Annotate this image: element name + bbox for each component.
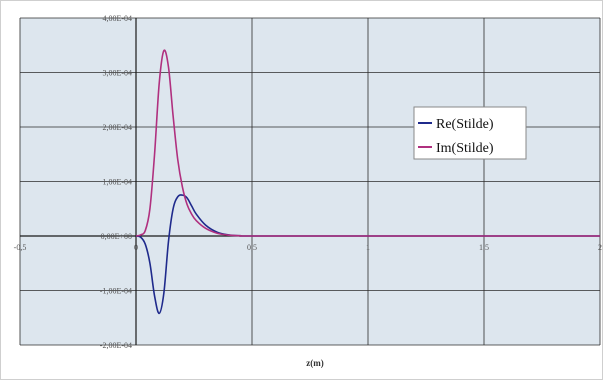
legend-box <box>413 106 527 160</box>
series-line-im-stilde <box>135 49 600 237</box>
data-series <box>135 49 600 315</box>
x-axis-title: z(m) <box>306 358 324 368</box>
tick-labels: -0,5 0 0,5 1 1,5 2 4,00E-04 3,00E-04 2,00E-04 1,0… <box>14 14 602 350</box>
y-tick-label: 2,00E-04 <box>102 123 132 132</box>
x-tick-label: 0 <box>134 243 138 252</box>
y-tick-label: -1,00E-04 <box>100 287 132 296</box>
y-tick-label: 0,00E+00 <box>101 232 132 241</box>
x-tick-label: 0,5 <box>247 243 257 252</box>
legend: Re(Stilde) Im(Stilde) <box>413 106 527 160</box>
y-tick-label: 1,00E-04 <box>102 178 132 187</box>
x-tick-label: -0,5 <box>14 243 27 252</box>
x-tick-label: 1 <box>366 243 370 252</box>
x-tick-label: 2 <box>598 243 602 252</box>
y-tick-label: -2,00E-04 <box>100 341 132 350</box>
y-tick-label: 3,00E-04 <box>102 69 132 78</box>
legend-label-re-stilde: Re(Stilde) <box>436 117 494 132</box>
y-tick-label: 4,00E-04 <box>102 14 132 23</box>
x-tick-label: 1,5 <box>479 243 489 252</box>
legend-label-im-stilde: Im(Stilde) <box>436 141 494 156</box>
